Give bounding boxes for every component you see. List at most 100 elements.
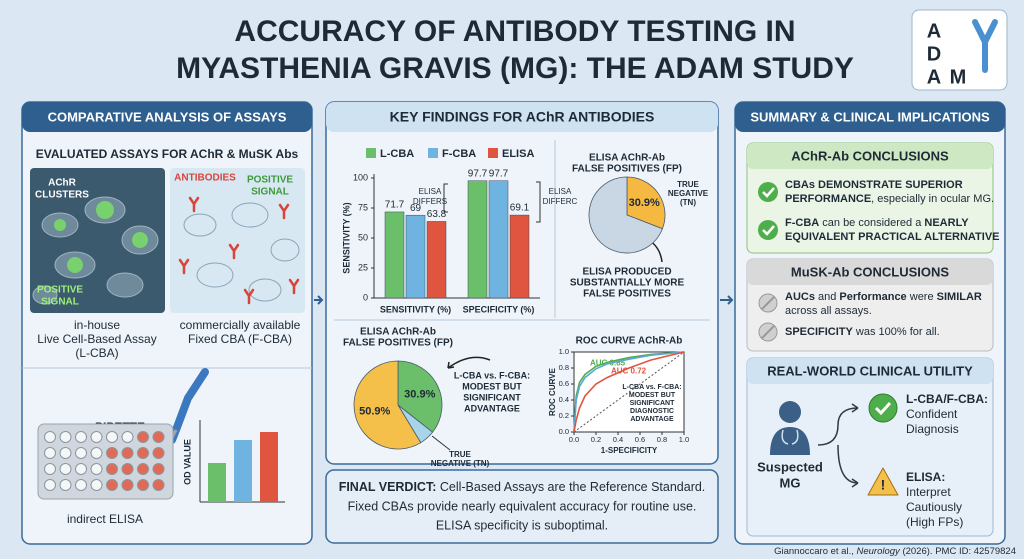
caption: Live Cell-Based Assay — [37, 332, 156, 346]
well — [137, 431, 149, 443]
y-tick-label: 0 — [363, 292, 368, 302]
pie-slice — [397, 360, 443, 433]
image-label: SIGNAL — [251, 187, 289, 198]
caption: in-house — [74, 318, 120, 332]
title: MYASTHENIA GRAVIS (MG): THE ADAM STUDY — [176, 52, 854, 85]
caption: Fixed CBA (F-CBA) — [188, 332, 292, 346]
annotation: L-CBA vs. F-CBA: — [454, 370, 530, 380]
x-tick-label: 0.6 — [635, 435, 645, 444]
chart-title: FALSE POSITIVES (FP) — [572, 164, 682, 175]
chart-title: ROC CURVE AChR-Ab — [576, 336, 683, 347]
arrow — [720, 295, 734, 305]
x-axis-label: 1-SPECIFICITY — [601, 446, 658, 455]
verdict-lead: FINAL VERDICT: — [339, 480, 437, 494]
text: were — [907, 291, 937, 303]
bar — [509, 214, 530, 299]
od-bar — [234, 440, 252, 502]
arrow — [314, 295, 324, 305]
item-text: SPECIFICITY was 100% for all. — [785, 326, 940, 338]
outcome: Confident — [906, 407, 958, 421]
value-label: 69 — [410, 203, 422, 214]
roc-curve — [573, 351, 685, 433]
citation-text: Giannoccaro et al., — [774, 546, 856, 557]
check-icon — [868, 393, 898, 423]
outcome: L-CBA/F-CBA: — [906, 392, 988, 406]
value-label: 71.7 — [385, 200, 405, 211]
caption: (L-CBA) — [75, 346, 118, 360]
y-tick-label: 0.6 — [559, 379, 569, 388]
image-label: CLUSTERS — [35, 190, 89, 201]
legend-label: L-CBA — [380, 148, 414, 160]
y-tick-label: 0.8 — [559, 363, 569, 372]
well — [106, 479, 118, 491]
x-tick-label: 0.8 — [657, 435, 667, 444]
pie-slice — [588, 176, 663, 254]
well — [137, 447, 149, 459]
bold-text: PERFORMANCE — [785, 193, 871, 205]
well — [44, 431, 56, 443]
pie-slice — [626, 176, 666, 230]
check-icon — [762, 187, 775, 198]
image-label: POSITIVE — [247, 175, 293, 186]
legend-swatch — [366, 148, 376, 158]
outcome: (High FPs) — [906, 515, 963, 529]
item-text: F-CBA can be considered a NEARLY — [785, 217, 969, 229]
x-tick-label: 0.0 — [569, 435, 579, 444]
warning-icon: ! — [881, 477, 886, 493]
chart-title: ELISA AChR-Ab — [589, 153, 665, 164]
item-text: CBAs DEMONSTRATE SUPERIOR — [785, 179, 963, 191]
image-label: ANTIBODIES — [174, 173, 236, 184]
well — [121, 463, 134, 475]
outcome: ELISA: — [906, 470, 945, 484]
bar — [488, 180, 509, 299]
y-tick-label: 0.2 — [559, 411, 569, 420]
bold-text: Performance — [839, 291, 906, 303]
wells — [44, 431, 165, 491]
well — [106, 431, 118, 443]
verdict: FINAL VERDICT: Cell-Based Assays are the… — [339, 480, 706, 494]
annotation: ADVANTAGE — [630, 416, 674, 423]
bar — [384, 211, 405, 299]
y-tick-label: 0.4 — [559, 395, 569, 404]
branch-arrow — [817, 407, 859, 484]
logo-letter: M — [950, 66, 967, 88]
well — [75, 431, 87, 443]
arrow — [447, 361, 455, 369]
slice-label: 50.9% — [359, 405, 390, 417]
slice-label: 30.9% — [629, 197, 660, 209]
text: and — [815, 291, 839, 303]
section-title: REAL-WORLD CLINICAL UTILITY — [767, 363, 973, 378]
bold-text: NEARLY — [924, 217, 969, 229]
outcome: Interpret — [906, 485, 951, 499]
y-axis-label: ROC CURVE — [548, 367, 557, 416]
bold-text: CBAs DEMONSTRATE SUPERIOR — [785, 179, 963, 191]
logo-letter: D — [927, 43, 941, 65]
value-label: 97.7 — [468, 168, 488, 179]
text: , especially in ocular MG. — [871, 193, 994, 205]
well — [90, 463, 103, 475]
annotation: ADVANTAGE — [464, 403, 520, 413]
well — [90, 479, 103, 491]
well — [121, 447, 134, 459]
legend-label: ELISA — [502, 148, 534, 160]
annotation: DIAGNOSTIC — [630, 408, 674, 415]
value-label: 69.1 — [510, 203, 530, 214]
patient-label: Suspected — [757, 459, 823, 474]
annotation: MODEST BUT — [462, 381, 522, 391]
annotation: ELISA — [419, 187, 442, 196]
x-tick-label: 1.0 — [679, 435, 689, 444]
well — [152, 447, 165, 459]
bold-text: EQUIVALENT PRACTICAL ALTERNATIVE — [785, 231, 1000, 243]
panel-title: COMPARATIVE ANALYSIS OF ASSAYS — [48, 109, 287, 124]
y-tick-label: 75 — [358, 202, 368, 212]
section-header — [747, 358, 993, 384]
reference-line — [573, 351, 685, 433]
logo-letter: A — [927, 20, 941, 42]
well — [90, 447, 103, 459]
citation-journal: Neurology — [857, 546, 902, 557]
pie-slice — [353, 360, 422, 450]
text: can be considered a — [819, 217, 924, 229]
annotation: ELISA — [549, 187, 572, 196]
well — [106, 463, 118, 475]
